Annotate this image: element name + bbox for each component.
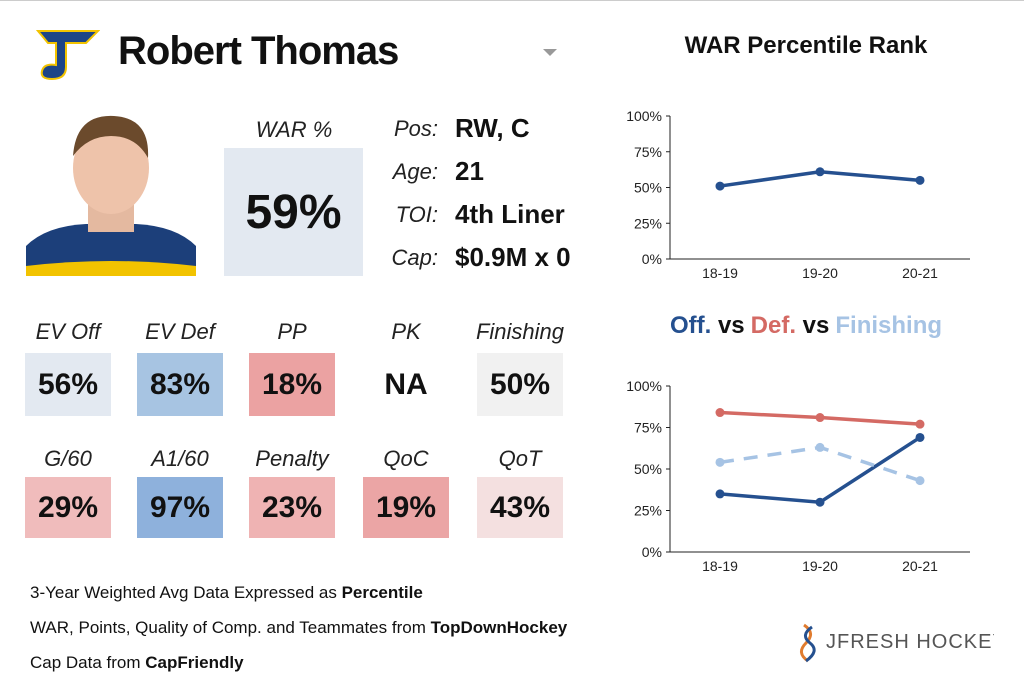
stat-label: QoC [383,446,429,471]
x-tick-label: 19-20 [802,558,838,574]
y-tick-label: 25% [634,503,662,519]
info-key: Age: [392,159,438,184]
point [715,489,725,499]
war-value: 59% [224,148,363,276]
stat-label: PP [277,319,307,344]
series-line [719,410,921,426]
stat-value: 18% [249,353,335,416]
x-tick-label: 18-19 [702,558,738,574]
point [915,432,925,442]
point [915,175,925,185]
footer-bold: TopDownHockey [430,618,568,637]
footer-bold: CapFriendly [145,653,244,672]
x-tick-label: 18-19 [702,265,738,281]
chart-title: WAR Percentile Rank [685,32,928,59]
stat-label: Penalty [255,446,329,471]
y-tick-label: 100% [626,378,662,394]
point [815,497,825,507]
stat-label: QoT [498,446,542,471]
stat-value: 50% [477,353,563,416]
info-key: Pos: [393,116,438,141]
point [815,167,825,177]
stat-label: PK [391,319,421,344]
team-logo [36,30,100,81]
point [815,413,825,423]
chart-title: Off. vs Def. vs Finishing [670,312,942,339]
y-tick-label: 50% [634,180,662,196]
dropdown-arrow[interactable] [543,49,557,57]
footer-line: WAR, Points, Quality of Comp. and Teamma… [30,618,567,638]
footer-line: 3-Year Weighted Avg Data Expressed as Pe… [30,583,423,603]
stat-value: 29% [25,477,111,538]
info-value: RW, C [455,113,530,143]
player-photo [26,106,196,276]
footer-text: 3-Year Weighted Avg Data Expressed as [30,583,337,602]
y-tick-label: 50% [634,461,662,477]
series-line [719,170,921,188]
stat-value: 43% [477,477,563,538]
footer-text: WAR, Points, Quality of Comp. and Teamma… [30,618,426,637]
footer-text: Cap Data from [30,653,141,672]
stat-label: A1/60 [151,446,209,471]
info-key: TOI: [395,202,438,227]
footer-line: Cap Data from CapFriendly [30,653,244,673]
x-tick-label: 20-21 [902,265,938,281]
stat-value: 83% [137,353,223,416]
stat-label: EV Def [145,319,215,344]
point [915,419,925,429]
stat-value: 19% [363,477,449,538]
series-line [719,435,921,504]
stat-value: NA [363,353,449,416]
stat-value: 56% [25,353,111,416]
stat-label: G/60 [44,446,92,471]
info-key: Cap: [391,245,438,270]
footer-bold: Percentile [341,583,423,602]
info-value: 4th Liner [455,199,565,229]
y-tick-label: 0% [642,251,662,267]
y-tick-label: 25% [634,215,662,231]
y-tick-label: 75% [634,420,662,436]
x-tick-label: 19-20 [802,265,838,281]
y-tick-label: 100% [626,108,662,124]
info-value: 21 [455,156,484,186]
point [715,457,725,467]
point [715,181,725,191]
title-joiner: vs [803,312,830,339]
player-name: Robert Thomas [118,29,399,73]
brand-text: JFRESH HOCKEY [826,631,994,653]
legend-entry: Def. [751,312,796,339]
series-line [719,445,921,483]
legend-entry: Finishing [835,312,942,339]
brand: JFRESH HOCKEY [800,623,994,663]
stat-value: 23% [249,477,335,538]
stat-label: EV Off [35,319,101,344]
point [715,408,725,418]
y-tick-label: 0% [642,544,662,560]
info-value: $0.9M x 0 [455,242,571,272]
x-tick-label: 20-21 [902,558,938,574]
stat-label: Finishing [475,319,565,344]
legend-entry: Off. [670,312,711,339]
y-tick-label: 75% [634,144,662,160]
stat-value: 97% [137,477,223,538]
point [915,476,925,486]
war-label: WAR % [255,117,333,142]
title-joiner: vs [718,312,745,339]
point [815,442,825,452]
